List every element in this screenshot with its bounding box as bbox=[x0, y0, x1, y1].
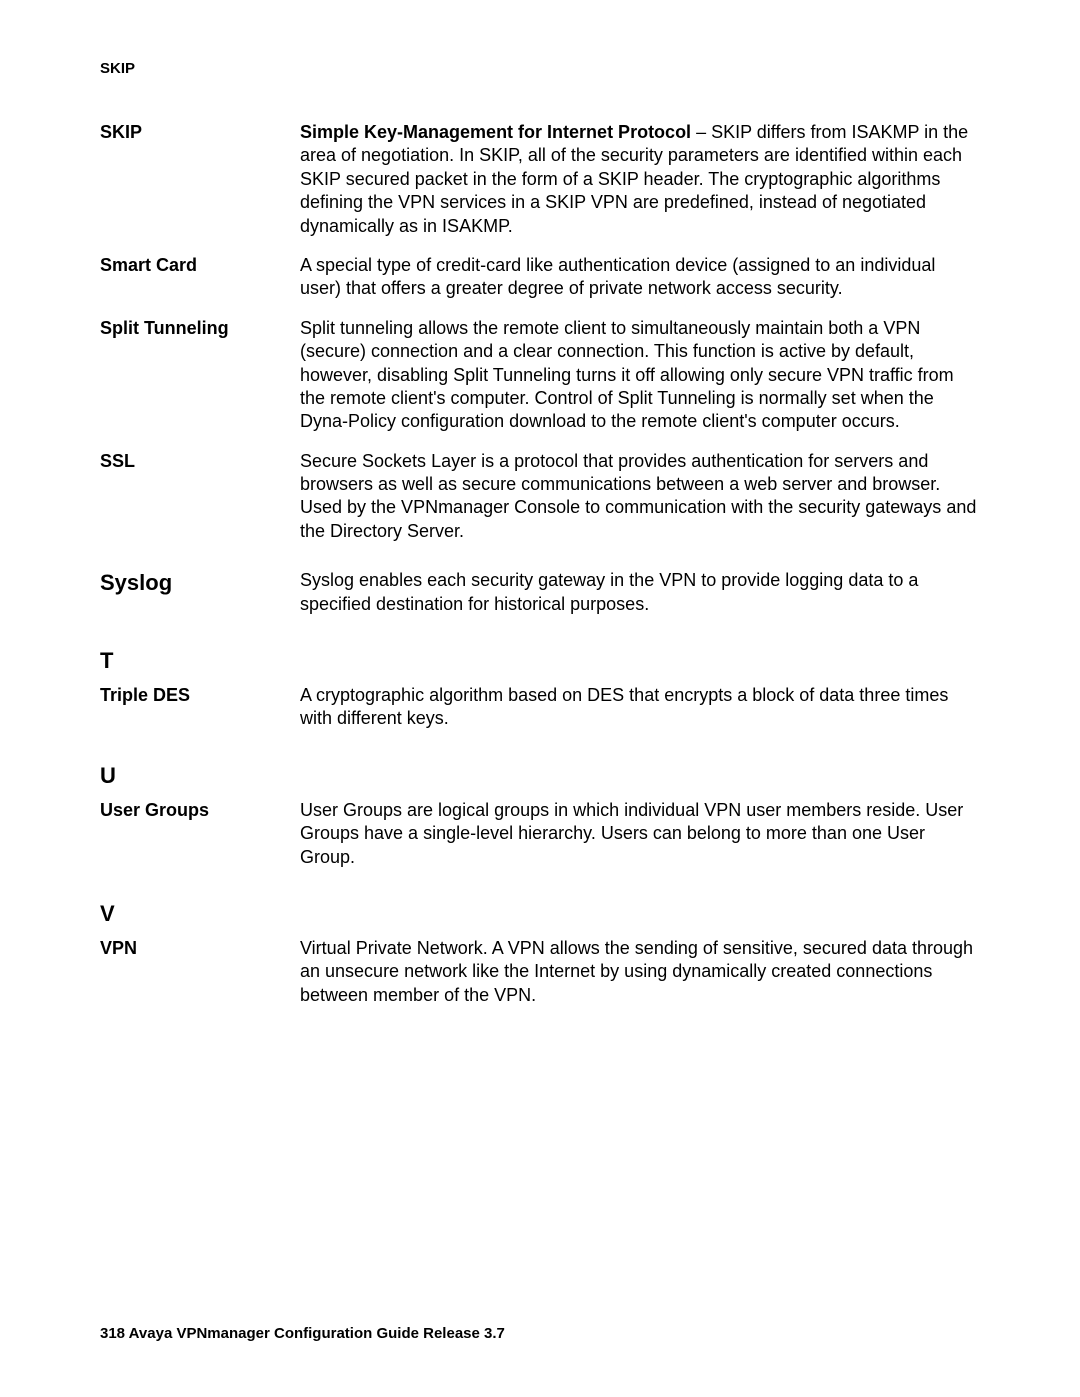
term-ssl: SSL bbox=[100, 450, 300, 473]
glossary-entry: SKIP Simple Key-Management for Internet … bbox=[100, 121, 980, 238]
definition-text: Virtual Private Network. A VPN allows th… bbox=[300, 938, 973, 1005]
definition: Syslog enables each security gateway in … bbox=[300, 569, 980, 616]
definition: Virtual Private Network. A VPN allows th… bbox=[300, 937, 980, 1007]
term-smart-card: Smart Card bbox=[100, 254, 300, 277]
section-letter-v: V bbox=[100, 901, 980, 927]
term-skip: SKIP bbox=[100, 121, 300, 144]
glossary-entry: Smart Card A special type of credit-card… bbox=[100, 254, 980, 301]
glossary-entry: Triple DES A cryptographic algorithm bas… bbox=[100, 684, 980, 731]
definition-bold: Simple Key-Management for Internet Proto… bbox=[300, 122, 691, 142]
definition: A special type of credit-card like authe… bbox=[300, 254, 980, 301]
section-letter-u: U bbox=[100, 763, 980, 789]
term-triple-des: Triple DES bbox=[100, 684, 300, 707]
definition: A cryptographic algorithm based on DES t… bbox=[300, 684, 980, 731]
definition: User Groups are logical groups in which … bbox=[300, 799, 980, 869]
definition: Simple Key-Management for Internet Proto… bbox=[300, 121, 980, 238]
glossary-entry: VPN Virtual Private Network. A VPN allow… bbox=[100, 937, 980, 1007]
definition: Secure Sockets Layer is a protocol that … bbox=[300, 450, 980, 544]
term-vpn: VPN bbox=[100, 937, 300, 960]
glossary-entry: SSL Secure Sockets Layer is a protocol t… bbox=[100, 450, 980, 544]
term-split-tunneling: Split Tunneling bbox=[100, 317, 300, 340]
definition: Split tunneling allows the remote client… bbox=[300, 317, 980, 434]
page-footer: 318 Avaya VPNmanager Configuration Guide… bbox=[100, 1325, 505, 1342]
definition-text: Syslog enables each security gateway in … bbox=[300, 570, 918, 613]
definition-text: Split tunneling allows the remote client… bbox=[300, 318, 954, 432]
definition-text: A special type of credit-card like authe… bbox=[300, 255, 935, 298]
glossary-entry: User Groups User Groups are logical grou… bbox=[100, 799, 980, 869]
section-letter-t: T bbox=[100, 648, 980, 674]
running-head: SKIP bbox=[100, 60, 980, 77]
glossary-entry: Split Tunneling Split tunneling allows t… bbox=[100, 317, 980, 434]
glossary-entry: Syslog Syslog enables each security gate… bbox=[100, 569, 980, 616]
definition-text: User Groups are logical groups in which … bbox=[300, 800, 963, 867]
definition-text: Secure Sockets Layer is a protocol that … bbox=[300, 451, 976, 541]
definition-text: A cryptographic algorithm based on DES t… bbox=[300, 685, 948, 728]
page: SKIP SKIP Simple Key-Management for Inte… bbox=[0, 0, 1080, 1397]
term-user-groups: User Groups bbox=[100, 799, 300, 822]
term-syslog: Syslog bbox=[100, 569, 300, 598]
